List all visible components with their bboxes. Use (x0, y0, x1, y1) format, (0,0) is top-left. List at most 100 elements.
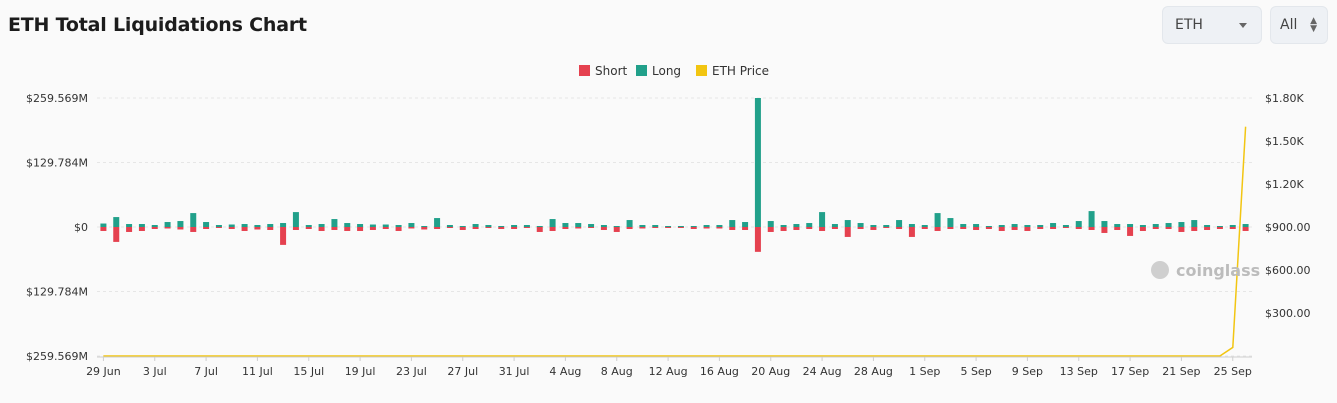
short-bar (703, 227, 710, 229)
long-bar (549, 219, 556, 227)
long-bar (369, 224, 376, 227)
short-bar (1127, 227, 1134, 236)
long-bar (908, 224, 915, 227)
long-bar (228, 224, 235, 227)
short-bar (318, 227, 325, 231)
right-tick-label: $1.50K (1265, 135, 1304, 148)
short-bar (498, 227, 505, 229)
short-bar (780, 227, 787, 231)
long-bar (1139, 225, 1146, 227)
short-bar (472, 227, 479, 229)
price-layer (103, 126, 1247, 357)
short-bar (998, 227, 1005, 231)
long-bar (434, 218, 441, 227)
short-bar (613, 227, 620, 232)
short-bar (421, 227, 428, 230)
long-bar (1024, 225, 1031, 227)
short-bar (331, 227, 338, 230)
coin-select[interactable]: ETH (1162, 6, 1262, 44)
short-bar (126, 227, 133, 232)
x-tick-label: 13 Sep (1060, 365, 1098, 378)
left-axis: $259.569M $129.784M $0 $129.784M $259.569M (26, 92, 88, 363)
short-bar (215, 227, 222, 228)
long-bar (472, 224, 479, 227)
long-bar (138, 224, 145, 227)
short-bar (793, 227, 800, 230)
long-bar (1178, 222, 1185, 227)
long-bar (626, 220, 633, 227)
x-tick-label: 12 Aug (649, 365, 688, 378)
x-tick-label: 31 Jul (499, 365, 530, 378)
short-bar (1062, 227, 1069, 228)
left-tick-label: $129.784M (26, 157, 88, 170)
long-bar (677, 226, 684, 227)
long-bar (446, 225, 453, 227)
long-bar (806, 223, 813, 227)
short-bar (652, 227, 659, 228)
short-bar (677, 227, 684, 228)
long-bar (1114, 224, 1121, 227)
short-bar (600, 227, 607, 230)
x-tick-label: 29 Jun (86, 365, 121, 378)
x-tick-label: 21 Sep (1162, 365, 1200, 378)
short-bar (921, 227, 928, 229)
long-bar (947, 218, 954, 227)
long-bar (767, 221, 774, 227)
long-bar (164, 222, 171, 227)
short-bar (292, 227, 299, 230)
long-bar (267, 224, 274, 227)
short-bar (639, 227, 646, 229)
long-bar (1216, 226, 1223, 227)
short-bar (280, 227, 287, 245)
long-bar (793, 224, 800, 227)
short-bar (690, 227, 697, 229)
watermark-text: coinglass (1176, 261, 1260, 280)
long-bar (921, 225, 928, 227)
short-bar (575, 227, 582, 229)
short-bar (203, 227, 210, 229)
coin-select-value: ETH (1175, 17, 1203, 33)
coinglass-watermark: coinglass (1151, 261, 1260, 280)
long-bar (177, 221, 184, 227)
long-bar (870, 225, 877, 227)
short-bar (1204, 227, 1211, 230)
short-bar (228, 227, 235, 229)
x-tick-label: 5 Sep (960, 365, 991, 378)
x-tick-label: 9 Sep (1012, 365, 1043, 378)
short-bar (1050, 227, 1057, 229)
short-bar (549, 227, 556, 231)
right-tick-label: $900.00 (1265, 221, 1311, 234)
short-bar (985, 227, 992, 229)
short-bar (1139, 227, 1146, 231)
long-bar (857, 223, 864, 227)
short-bar (960, 227, 967, 229)
short-bar (395, 227, 402, 231)
short-bar (1075, 227, 1082, 229)
long-bar (934, 213, 941, 227)
short-bar (254, 227, 261, 230)
long-bar (690, 226, 697, 227)
long-bar (754, 98, 761, 227)
range-select-value: All (1280, 17, 1298, 33)
long-bar (883, 225, 890, 227)
long-bar (151, 225, 158, 227)
long-bar (382, 224, 389, 227)
right-tick-label: $1.80K (1265, 92, 1304, 105)
long-bar (896, 220, 903, 227)
bars-layer (100, 98, 1249, 252)
short-bar (446, 227, 453, 228)
short-bar (357, 227, 364, 231)
short-bar (344, 227, 351, 231)
long-bar (1127, 224, 1134, 227)
short-bar (434, 227, 441, 229)
long-bar (100, 223, 107, 227)
long-bar (331, 219, 338, 227)
short-bar (408, 227, 415, 229)
short-bar (754, 227, 761, 252)
short-bar (305, 227, 312, 229)
range-select[interactable]: All ▲ ▼ (1270, 6, 1328, 44)
x-tick-label: 20 Aug (751, 365, 790, 378)
long-bar (408, 223, 415, 227)
long-bar (575, 223, 582, 227)
short-bar (1216, 227, 1223, 229)
